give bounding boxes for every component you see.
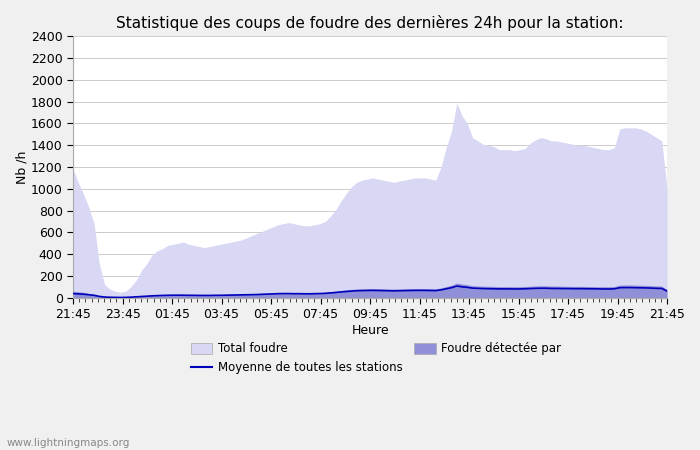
Title: Statistique des coups de foudre des dernières 24h pour la station:: Statistique des coups de foudre des dern… (116, 15, 624, 31)
Text: www.lightningmaps.org: www.lightningmaps.org (7, 438, 130, 448)
X-axis label: Heure: Heure (351, 324, 389, 337)
Legend: Total foudre, Moyenne de toutes les stations, Foudre détectée par: Total foudre, Moyenne de toutes les stat… (186, 338, 566, 379)
Y-axis label: Nb /h: Nb /h (15, 150, 28, 184)
